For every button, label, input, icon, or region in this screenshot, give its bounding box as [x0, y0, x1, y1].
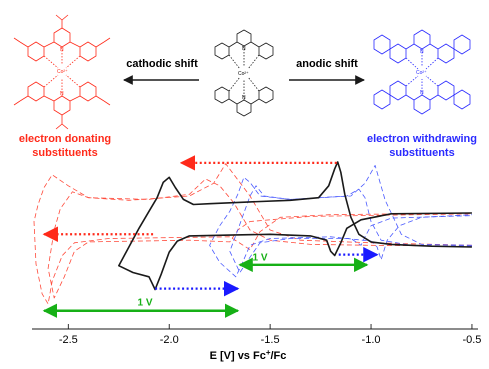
bond	[228, 98, 238, 105]
bond	[103, 100, 111, 106]
cv-trace-1	[33, 163, 472, 305]
plot-area: -2.5 -2.0 -1.5 -1.0 -0.5 1 V 1 V E [V] vs Fc+…	[32, 155, 481, 362]
withdrawing-n-atom: N	[420, 49, 424, 55]
cv-trace-0	[118, 161, 472, 291]
ring	[389, 80, 407, 101]
ring	[413, 94, 431, 115]
ring	[27, 41, 45, 62]
x-axis-title-main: E [V] vs Fc	[210, 350, 266, 362]
coordination-bond	[425, 57, 439, 70]
bond	[250, 41, 260, 48]
ring	[79, 81, 97, 102]
ring	[53, 95, 71, 116]
x-axis-title-sup: +	[266, 348, 271, 357]
x-tick-label: -2.0	[160, 334, 179, 346]
bond	[61, 14, 69, 21]
coordination-bond	[65, 55, 81, 69]
bond	[55, 14, 63, 21]
bond	[228, 41, 238, 48]
bond	[19, 41, 29, 48]
bond	[95, 95, 105, 102]
cv-trace-4	[229, 185, 472, 273]
cv-trace-2	[47, 178, 472, 299]
x-tick-label: -1.5	[261, 334, 280, 346]
coordination-bond	[43, 55, 59, 69]
bond	[405, 43, 415, 50]
withdrawing-label-line2: substituents	[389, 147, 454, 159]
ring	[79, 41, 97, 62]
donating-metal-label: Co²⁺	[57, 69, 68, 75]
ring	[214, 86, 230, 104]
parent-complex-structure	[214, 29, 274, 117]
bond	[95, 41, 105, 48]
coordination-bond	[65, 74, 81, 88]
x-tick-label: -0.5	[462, 334, 481, 346]
ring	[437, 80, 455, 101]
x-tick-label: -1.0	[362, 334, 381, 346]
x-ticks: -2.5 -2.0 -1.5 -1.0 -0.5	[59, 324, 481, 346]
bond	[19, 95, 29, 102]
withdrawing-n-atom: N	[420, 90, 424, 96]
bond	[43, 41, 55, 48]
parent-n-atom: N	[242, 46, 246, 52]
x-axis-title: E [V] vs Fc+/Fc	[210, 348, 287, 362]
bond	[69, 95, 81, 102]
bond	[429, 43, 439, 50]
x-tick-label: -2.5	[59, 334, 78, 346]
bond	[61, 123, 69, 130]
ring	[453, 34, 471, 55]
donating-n-atom: N	[60, 91, 64, 97]
coordination-bond	[247, 54, 260, 70]
anodic-shift-label: anodic shift	[296, 58, 358, 70]
coordination-bond	[405, 75, 419, 87]
ring	[236, 99, 252, 117]
donating-n-atom: N	[60, 47, 64, 53]
coordination-bond	[425, 75, 439, 87]
ring	[389, 43, 407, 64]
coordination-bond	[405, 57, 419, 70]
bond	[69, 41, 81, 48]
parent-metal-label: Co²⁺	[238, 71, 249, 77]
ring	[27, 81, 45, 102]
ring	[236, 29, 252, 47]
withdrawing-label-line1: electron withdrawing	[367, 133, 477, 145]
cv-traces	[33, 161, 472, 305]
bond	[55, 123, 63, 130]
ring	[214, 42, 230, 60]
bond	[405, 94, 415, 101]
donating-label-line1: electron donating	[19, 133, 111, 145]
bond	[13, 37, 21, 43]
ring	[373, 34, 391, 55]
bond	[250, 98, 260, 105]
ring	[437, 43, 455, 64]
bond	[103, 37, 111, 43]
donating-label-line2: substituents	[32, 147, 97, 159]
coordination-bond	[247, 76, 260, 92]
ring	[453, 89, 471, 110]
potential-gap-label-5: 1 V	[138, 298, 153, 309]
donating-complex-structure	[13, 14, 111, 130]
cv-trace-3	[209, 165, 472, 278]
coordination-bond	[228, 76, 241, 92]
ring	[373, 89, 391, 110]
bond	[43, 95, 55, 102]
shift-annotations: 1 V 1 V	[42, 155, 379, 318]
cathodic-shift-label: cathodic shift	[126, 58, 198, 70]
ring	[413, 29, 431, 50]
coordination-bond	[228, 54, 241, 70]
ring	[258, 42, 274, 60]
bond	[429, 94, 439, 101]
parent-n-atom: N	[242, 95, 246, 101]
withdrawing-complex-structure	[373, 29, 471, 115]
ring	[53, 27, 71, 48]
potential-gap-label-4: 1 V	[253, 253, 268, 264]
ring	[258, 86, 274, 104]
x-axis-title-suffix: /Fc	[271, 350, 287, 362]
withdrawing-metal-label: Co²⁺	[416, 70, 427, 76]
coordination-bond	[43, 74, 59, 88]
bond	[13, 100, 21, 106]
